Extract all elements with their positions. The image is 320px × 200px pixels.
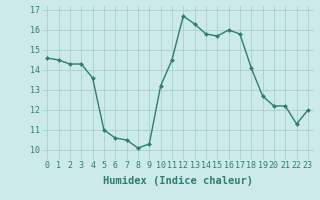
X-axis label: Humidex (Indice chaleur): Humidex (Indice chaleur) [103, 176, 252, 186]
